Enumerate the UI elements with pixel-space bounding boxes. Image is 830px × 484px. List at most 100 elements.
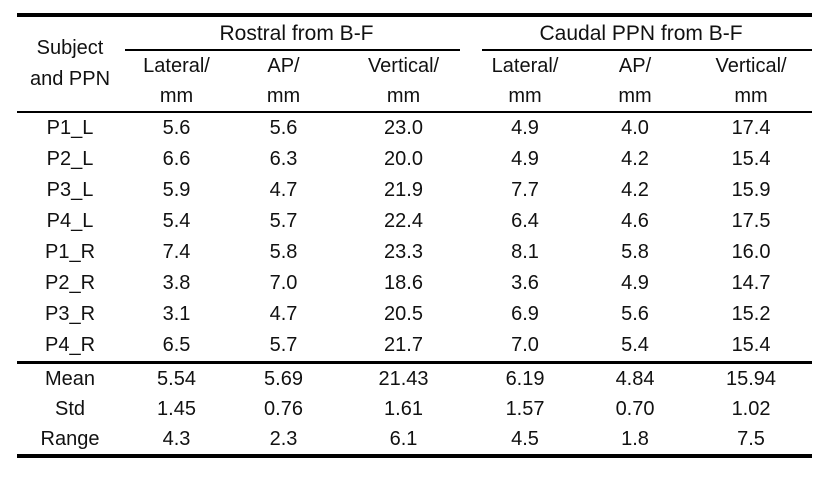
table-cell: 3.6 bbox=[511, 272, 539, 294]
summary-row-std: Std 1.45 0.76 1.61 1.57 0.70 1.02 bbox=[17, 394, 812, 424]
table-cell: 18.6 bbox=[384, 272, 423, 294]
subheader-cell: Vertical/ bbox=[367, 55, 440, 77]
row-label: Std bbox=[54, 397, 86, 420]
table-cell: 1.45 bbox=[157, 397, 196, 420]
table-row: P2_L 6.6 6.3 20.0 4.9 4.2 15.4 bbox=[17, 144, 812, 175]
table-cell: 3.1 bbox=[162, 303, 191, 325]
unit-cell: mm bbox=[230, 82, 337, 113]
subheader-cell: Lateral/ bbox=[491, 55, 559, 77]
summary-row-range: Range 4.3 2.3 6.1 4.5 1.8 7.5 bbox=[17, 424, 812, 456]
table-cell: 5.8 bbox=[269, 241, 298, 263]
table-cell: 5.6 bbox=[162, 117, 191, 139]
stub-header-line2: and PPN bbox=[29, 68, 111, 90]
table-cell: 5.4 bbox=[621, 334, 649, 356]
table-cell: 1.61 bbox=[384, 397, 423, 420]
table-cell: 6.6 bbox=[162, 148, 191, 170]
table-cell: 0.76 bbox=[264, 397, 303, 420]
table-cell: 15.2 bbox=[731, 303, 771, 325]
table-cell: 4.84 bbox=[580, 361, 691, 394]
table-cell: 6.19 bbox=[470, 361, 581, 394]
table-cell: 2.3 bbox=[269, 427, 298, 450]
stub-header: Subject and PPN bbox=[17, 15, 123, 113]
row-label: P4_R bbox=[44, 334, 96, 356]
table-cell: 4.7 bbox=[269, 179, 298, 201]
table-cell: 4.3 bbox=[162, 427, 191, 450]
table-cell: 4.6 bbox=[621, 210, 649, 232]
table-row: P1_R 7.4 5.8 23.3 8.1 5.8 16.0 bbox=[17, 237, 812, 268]
unit-cell: mm bbox=[580, 82, 691, 113]
table-cell: 21.9 bbox=[384, 179, 423, 201]
row-label: P3_R bbox=[44, 303, 96, 325]
row-label: P3_L bbox=[46, 179, 94, 201]
subheader-cell: AP/ bbox=[618, 55, 652, 77]
table-cell: 6.5 bbox=[162, 334, 191, 356]
table-cell: 20.5 bbox=[384, 303, 423, 325]
unit-cell: mm bbox=[690, 82, 813, 113]
table-row: P3_R 3.1 4.7 20.5 6.9 5.6 15.2 bbox=[17, 299, 812, 330]
table-cell: 21.7 bbox=[384, 334, 423, 356]
unit-cell: mm bbox=[470, 82, 581, 113]
group-header-rostral: Rostral from B-F bbox=[123, 15, 470, 51]
table-cell: 15.4 bbox=[731, 148, 771, 170]
table-cell: 23.3 bbox=[384, 241, 423, 263]
unit-cell: mm bbox=[123, 82, 230, 113]
table-cell: 22.4 bbox=[384, 210, 423, 232]
table-cell: 5.6 bbox=[621, 303, 649, 325]
table-cell: 21.43 bbox=[337, 361, 471, 394]
row-label: Mean bbox=[17, 361, 123, 394]
table-cell: 15.94 bbox=[690, 361, 813, 394]
table-cell: 1.8 bbox=[621, 427, 649, 450]
sub-header-row: Lateral/ AP/ Vertical/ Lateral/ AP/ Vert… bbox=[17, 51, 812, 82]
table-cell: 15.9 bbox=[731, 179, 771, 201]
table-cell: 4.9 bbox=[511, 117, 539, 139]
subheader-cell: Lateral/ bbox=[143, 55, 210, 77]
unit-cell: mm bbox=[337, 82, 471, 113]
table-cell: 5.7 bbox=[269, 334, 298, 356]
table-cell: 17.4 bbox=[731, 117, 771, 139]
table-cell: 4.2 bbox=[621, 179, 649, 201]
summary-row-mean: Mean 5.54 5.69 21.43 6.19 4.84 15.94 bbox=[17, 361, 813, 394]
table-cell: 17.5 bbox=[731, 210, 771, 232]
row-label: P2_L bbox=[46, 148, 94, 170]
table-cell: 14.7 bbox=[731, 272, 771, 294]
row-label: P2_R bbox=[44, 272, 96, 294]
table-cell: 4.5 bbox=[511, 427, 539, 450]
table-cell: 5.69 bbox=[230, 361, 337, 394]
table-cell: 6.1 bbox=[389, 427, 418, 450]
table-cell: 23.0 bbox=[384, 117, 423, 139]
subheader-cell: AP/ bbox=[267, 55, 300, 77]
unit-row: mm mm mm mm mm mm bbox=[17, 82, 813, 113]
table-cell: 4.0 bbox=[621, 117, 649, 139]
table-cell: 8.1 bbox=[511, 241, 539, 263]
table-cell: 3.8 bbox=[162, 272, 191, 294]
table-cell: 6.3 bbox=[269, 148, 298, 170]
table-cell: 5.54 bbox=[123, 361, 230, 394]
table-cell: 1.57 bbox=[505, 397, 545, 420]
row-label: Range bbox=[40, 427, 100, 450]
table-cell: 5.9 bbox=[162, 179, 191, 201]
table-row: P2_R 3.8 7.0 18.6 3.6 4.9 14.7 bbox=[17, 268, 812, 299]
table-cell: 4.7 bbox=[269, 303, 298, 325]
table-cell: 5.8 bbox=[621, 241, 649, 263]
table-cell: 15.4 bbox=[731, 334, 771, 356]
table-cell: 5.7 bbox=[269, 210, 298, 232]
table-cell: 20.0 bbox=[384, 148, 423, 170]
table-cell: 5.4 bbox=[162, 210, 191, 232]
table-cell: 7.0 bbox=[511, 334, 539, 356]
table-cell: 1.02 bbox=[731, 397, 771, 420]
table-cell: 7.5 bbox=[737, 427, 765, 450]
table-row: P4_L 5.4 5.7 22.4 6.4 4.6 17.5 bbox=[17, 206, 812, 237]
table-cell: 7.7 bbox=[511, 179, 539, 201]
table-cell: 4.9 bbox=[511, 148, 539, 170]
table-cell: 7.0 bbox=[269, 272, 298, 294]
table-cell: 6.4 bbox=[511, 210, 539, 232]
row-label: P1_L bbox=[46, 117, 94, 139]
table-cell: 7.4 bbox=[162, 241, 191, 263]
table-row: P4_R 6.5 5.7 21.7 7.0 5.4 15.4 bbox=[17, 330, 812, 363]
group-header-row: Subject and PPN Rostral from B-F Caudal … bbox=[17, 15, 813, 113]
table-cell: 16.0 bbox=[731, 241, 771, 263]
stub-header-line1: Subject bbox=[36, 37, 104, 59]
table-cell: 6.9 bbox=[511, 303, 539, 325]
table-cell: 4.9 bbox=[621, 272, 649, 294]
